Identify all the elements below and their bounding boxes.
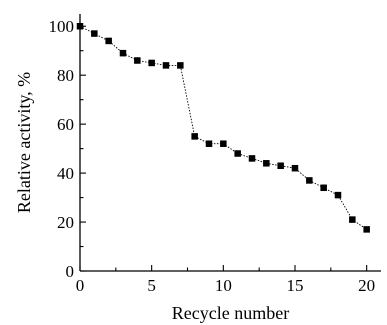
y-axis-title: Relative activity, % — [14, 72, 34, 213]
data-point — [334, 191, 342, 199]
data-point — [177, 62, 184, 69]
data-point — [277, 162, 284, 169]
data-point — [248, 155, 256, 162]
x-tick-label: 20 — [358, 276, 375, 295]
data-point — [105, 37, 112, 45]
series-line — [79, 25, 367, 230]
x-tick-label: 0 — [76, 276, 85, 295]
data-point — [148, 59, 155, 67]
data-point — [306, 177, 313, 184]
y-tick-label: 0 — [66, 262, 75, 281]
y-tick-label: 100 — [49, 17, 75, 36]
x-axis-title: Recycle number — [172, 303, 289, 323]
data-point — [91, 30, 98, 37]
x-tick-label: 10 — [215, 276, 232, 295]
data-point — [191, 133, 198, 140]
data-point — [119, 49, 127, 57]
data-point — [263, 160, 270, 167]
data-point — [205, 140, 213, 147]
y-tick-label: 80 — [57, 66, 74, 85]
x-tick-label: 5 — [147, 276, 156, 295]
data-point — [320, 184, 327, 192]
y-tick-label: 20 — [57, 213, 74, 232]
data-point — [76, 22, 84, 30]
data-series — [76, 22, 370, 233]
data-point — [134, 57, 141, 64]
data-point — [291, 164, 299, 172]
data-point — [234, 150, 241, 157]
y-tick-label: 60 — [57, 115, 74, 134]
ticks — [79, 25, 368, 272]
data-point — [363, 226, 370, 233]
data-point — [162, 62, 170, 69]
y-tick-label: 40 — [57, 164, 74, 183]
data-point — [220, 140, 227, 147]
x-tick-label: 15 — [287, 276, 304, 295]
tick-labels: 0 5 10 15 20 0 20 40 60 80 100 — [49, 17, 376, 295]
data-point — [349, 216, 356, 223]
